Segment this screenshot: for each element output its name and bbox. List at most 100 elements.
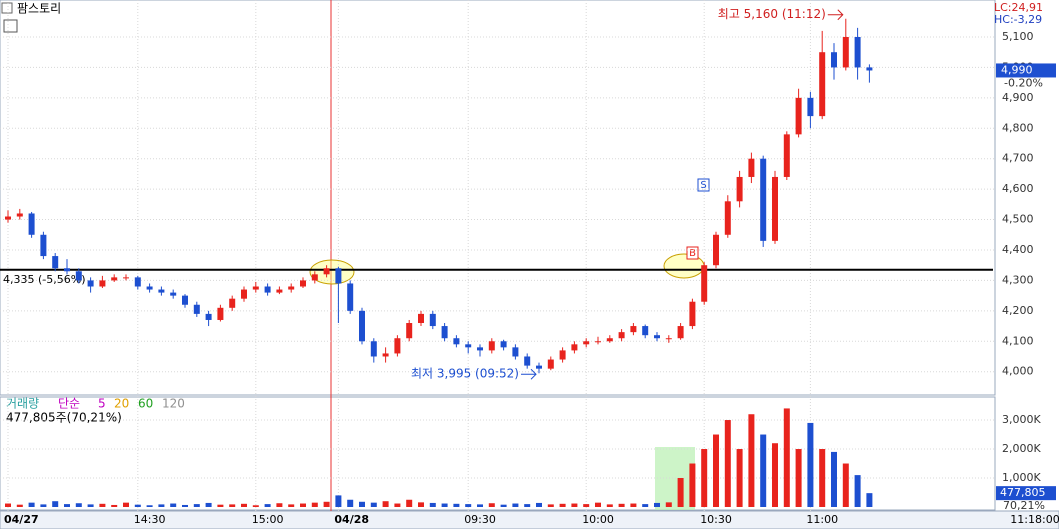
candle-body [382, 353, 389, 357]
volume-bar [465, 504, 472, 507]
candle-body [488, 341, 495, 351]
candle-body [606, 338, 613, 342]
volume-bar [736, 449, 743, 507]
candle-body [99, 280, 106, 287]
candle-body [677, 326, 684, 339]
volume-bar [866, 493, 873, 507]
volume-bar [288, 504, 295, 507]
candle-body [311, 274, 318, 281]
candle-body [394, 338, 401, 354]
ma-label: 단순 [58, 397, 80, 411]
volume-bar [559, 503, 566, 507]
volume-bar [547, 504, 554, 507]
volume-bar [571, 503, 578, 507]
volume-bar [536, 502, 542, 507]
volume-tick-label: 3,000K [1002, 413, 1041, 426]
volume-bar [134, 504, 141, 507]
candle-body [111, 277, 118, 281]
volume-bar [524, 504, 531, 507]
volume-last-label: 477,805 [1000, 486, 1046, 499]
volume-bar [760, 434, 767, 507]
x-tick-label: 04/27 [4, 513, 39, 526]
candle-body [347, 283, 354, 311]
menu-icon[interactable] [1, 2, 13, 14]
y-tick-label: 4,100 [1002, 334, 1034, 347]
volume-bar [630, 503, 637, 507]
candle-body [441, 326, 448, 339]
x-tick-label: 09:30 [464, 513, 496, 526]
candle-body [16, 213, 23, 217]
high-annotation: 최고 5,160 (11:12) [718, 7, 826, 21]
chart-title: 팜스토리 [17, 2, 61, 16]
candle-body [559, 350, 566, 360]
candle-body [713, 234, 719, 266]
x-tick-label: 14:30 [134, 513, 166, 526]
volume-bar [5, 503, 11, 507]
volume-bar [677, 478, 684, 507]
candle-body [40, 234, 47, 257]
volume-ratio: 70,21% [1003, 499, 1045, 512]
volume-bar [158, 504, 165, 507]
volume-bar [40, 504, 47, 507]
y-tick-label: 4,800 [1002, 121, 1034, 134]
candle-body [854, 36, 861, 68]
volume-title: 거래량 [6, 397, 39, 411]
sell-signal: S [697, 178, 710, 192]
candle-body [335, 268, 342, 284]
svg-text:S: S [700, 180, 706, 191]
volume-bar [193, 504, 200, 507]
candle-body [583, 341, 590, 345]
volume-info: 477,805주(70,21%) [6, 411, 122, 425]
y-tick-label: 4,600 [1002, 182, 1034, 195]
volume-bar [713, 434, 719, 507]
candle-body [453, 338, 460, 345]
volume-bar [300, 503, 306, 507]
candle-body [772, 176, 778, 241]
candle-body [477, 347, 483, 351]
candle-body [288, 286, 295, 290]
candle-body [134, 277, 141, 287]
y-tick-label: 4,900 [1002, 91, 1034, 104]
candle-body [300, 280, 306, 287]
volume-panel [0, 396, 996, 511]
volume-bar [264, 504, 271, 507]
volume-tick-label: 1,000K [1002, 471, 1041, 484]
volume-bar [406, 499, 413, 507]
candle-body [701, 265, 708, 302]
candle-body [618, 332, 625, 339]
x-tick-label: 10:00 [582, 513, 614, 526]
candle-body [418, 313, 424, 324]
candle-body [252, 286, 259, 290]
candle-body [748, 158, 755, 177]
candle-body [52, 256, 59, 269]
table-icon[interactable] [3, 19, 18, 33]
high-arrow [827, 9, 844, 21]
candle-body [276, 289, 283, 293]
candle-body [795, 97, 802, 135]
volume-bar [418, 502, 424, 507]
candle-body [170, 292, 177, 296]
volume-box [996, 486, 1056, 501]
candle-body [571, 344, 578, 351]
candle-body [5, 216, 11, 220]
candle-body [654, 335, 660, 339]
current-change: -0.20% [1004, 76, 1043, 89]
volume-bar [606, 504, 613, 507]
volume-bar [323, 501, 330, 507]
candle-body [547, 359, 554, 369]
candle-body [241, 289, 247, 299]
volume-bar [842, 463, 849, 507]
y-tick-label: 4,500 [1002, 213, 1034, 226]
volume-bar [64, 504, 70, 507]
volume-bar [311, 502, 318, 507]
candle-body [217, 307, 224, 320]
volume-bar [642, 504, 649, 507]
volume-bar [831, 451, 837, 507]
volume-bar [182, 504, 188, 507]
volume-bar [16, 504, 23, 507]
volume-bar [229, 504, 236, 507]
candle-body [370, 341, 377, 357]
volume-bar [146, 505, 153, 507]
candle-body [429, 313, 436, 327]
candle-body [665, 338, 672, 340]
